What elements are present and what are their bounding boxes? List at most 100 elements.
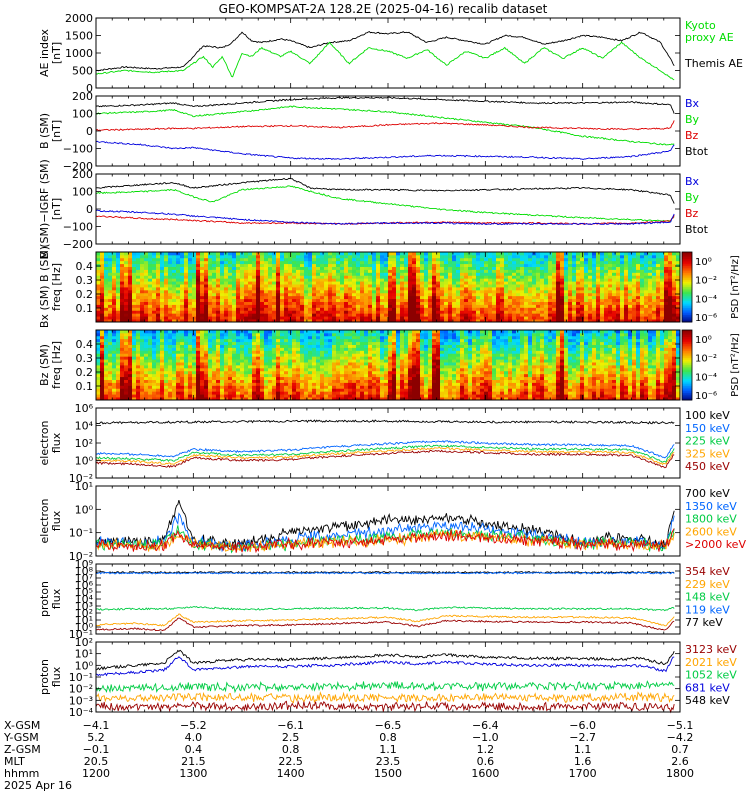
heatmap-cell bbox=[96, 289, 101, 294]
heatmap-cell bbox=[108, 266, 113, 270]
heatmap-cell bbox=[252, 330, 257, 334]
heatmap-cell bbox=[388, 289, 393, 294]
heatmap-cell bbox=[400, 254, 405, 259]
heatmap-cell bbox=[224, 347, 229, 351]
heatmap-cell bbox=[588, 319, 593, 323]
heatmap-cell bbox=[528, 310, 533, 314]
heatmap-cell bbox=[128, 316, 133, 320]
heatmap-cell bbox=[612, 307, 617, 311]
heatmap-cell bbox=[612, 295, 617, 300]
heatmap-cell bbox=[100, 295, 105, 300]
heatmap-cell bbox=[324, 257, 329, 262]
heatmap-cell bbox=[256, 379, 261, 383]
heatmap-cell bbox=[180, 391, 185, 395]
heatmap-cell bbox=[248, 254, 253, 259]
heatmap-cell bbox=[592, 284, 597, 288]
heatmap-cell bbox=[232, 373, 237, 378]
heatmap-cell bbox=[556, 254, 561, 259]
heatmap-cell bbox=[416, 287, 421, 291]
heatmap-cell bbox=[332, 301, 337, 305]
heatmap-cell bbox=[496, 263, 501, 267]
heatmap-cell bbox=[472, 298, 477, 302]
heatmap-cell bbox=[108, 310, 113, 314]
heatmap-cell bbox=[612, 257, 617, 262]
heatmap-cell bbox=[632, 269, 637, 273]
heatmap-cell bbox=[236, 353, 241, 357]
heatmap-cell bbox=[184, 347, 189, 351]
heatmap-cell bbox=[548, 257, 553, 262]
heatmap-cell bbox=[208, 370, 213, 375]
heatmap-cell bbox=[460, 275, 465, 279]
heatmap-cell bbox=[284, 263, 289, 267]
heatmap-cell bbox=[312, 304, 317, 308]
heatmap-cell bbox=[416, 252, 421, 256]
heatmap-cell bbox=[188, 289, 193, 294]
heatmap-cell bbox=[612, 278, 617, 282]
heatmap-cell bbox=[564, 295, 569, 300]
heatmap-cell bbox=[652, 295, 657, 300]
heatmap-cell bbox=[184, 263, 189, 267]
heatmap-cell bbox=[672, 287, 677, 291]
heatmap-cell bbox=[352, 307, 357, 311]
heatmap-cell bbox=[204, 292, 209, 297]
heatmap-cell bbox=[164, 373, 169, 378]
heatmap-cell bbox=[404, 307, 409, 311]
heatmap-cell bbox=[248, 370, 253, 375]
heatmap-cell bbox=[640, 319, 645, 323]
heatmap-cell bbox=[448, 263, 453, 267]
heatmap-cell bbox=[128, 344, 133, 348]
heatmap-cell bbox=[172, 359, 177, 363]
heatmap-cell bbox=[116, 379, 121, 383]
heatmap-cell bbox=[208, 367, 213, 372]
heatmap-cell bbox=[136, 376, 141, 380]
series-line-by bbox=[95, 185, 675, 223]
heatmap-cell bbox=[448, 284, 453, 288]
heatmap-cell bbox=[176, 257, 181, 262]
heatmap-cell bbox=[584, 254, 589, 259]
heatmap-cell bbox=[200, 397, 205, 401]
heatmap-cell bbox=[176, 382, 181, 386]
heatmap-cell bbox=[184, 319, 189, 323]
heatmap-cell bbox=[560, 257, 565, 262]
heatmap-cell bbox=[144, 272, 149, 276]
heatmap-cell bbox=[312, 278, 317, 282]
heatmap-cell bbox=[548, 263, 553, 267]
heatmap-cell bbox=[132, 284, 137, 288]
heatmap-cell bbox=[224, 379, 229, 383]
colorbar-cell bbox=[682, 288, 692, 291]
heatmap-cell bbox=[540, 252, 545, 256]
heatmap-cell bbox=[152, 313, 157, 317]
heatmap-cell bbox=[144, 350, 149, 354]
heatmap-cell bbox=[164, 269, 169, 273]
heatmap-cell bbox=[124, 252, 129, 256]
heatmap-cell bbox=[164, 362, 169, 366]
heatmap-cell bbox=[208, 373, 213, 378]
heatmap-cell bbox=[292, 278, 297, 282]
heatmap-cell bbox=[400, 272, 405, 276]
heatmap-cell bbox=[648, 263, 653, 267]
heatmap-cell bbox=[404, 319, 409, 323]
heatmap-cell bbox=[516, 316, 521, 320]
heatmap-cell bbox=[356, 295, 361, 300]
heatmap-cell bbox=[176, 370, 181, 375]
heatmap-cell bbox=[372, 254, 377, 259]
heatmap-cell bbox=[192, 310, 197, 314]
heatmap-cell bbox=[180, 344, 185, 348]
heatmap-cell bbox=[484, 266, 489, 270]
heatmap-cell bbox=[396, 284, 401, 288]
heatmap-cell bbox=[112, 298, 117, 302]
heatmap-cell bbox=[188, 332, 193, 337]
heatmap-cell bbox=[664, 292, 669, 297]
heatmap-cell bbox=[172, 373, 177, 378]
heatmap-cell bbox=[176, 397, 181, 401]
heatmap-cell bbox=[280, 316, 285, 320]
heatmap-cell bbox=[192, 269, 197, 273]
heatmap-cell bbox=[188, 310, 193, 314]
heatmap-cell bbox=[140, 257, 145, 262]
heatmap-cell bbox=[604, 257, 609, 262]
heatmap-cell bbox=[668, 298, 673, 302]
heatmap-cell bbox=[636, 292, 641, 297]
heatmap-cell bbox=[592, 319, 597, 323]
heatmap-cell bbox=[160, 275, 165, 279]
heatmap-cell bbox=[128, 353, 133, 357]
